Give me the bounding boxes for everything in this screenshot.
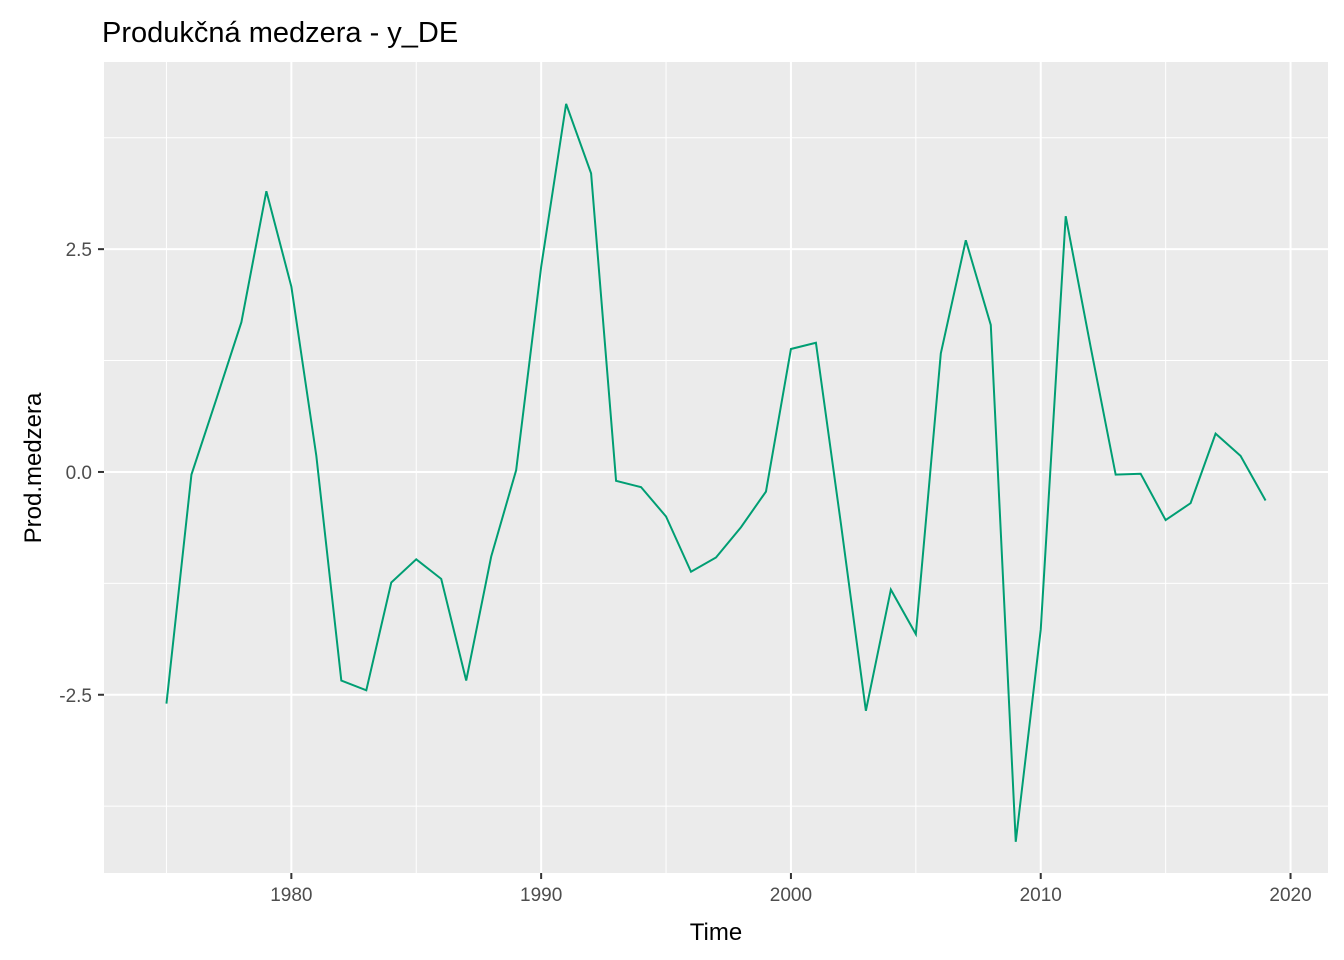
y-tick-label: -2.5 — [59, 686, 92, 707]
major-gridlines — [104, 62, 1328, 873]
chart-title: Produkčná medzera - y_DE — [102, 17, 458, 49]
y-tick-label: 2.5 — [66, 240, 92, 261]
series-line — [165, 103, 1267, 842]
x-tick-label: 2000 — [770, 885, 812, 906]
y-tick-label: 0.0 — [66, 463, 92, 484]
x-tick-label: 1990 — [520, 885, 562, 906]
x-axis: 1980 1990 2000 2010 2020 — [270, 873, 1312, 906]
plot-panel — [104, 62, 1328, 873]
minor-gridlines — [104, 62, 1328, 873]
x-axis-title: Time — [690, 919, 742, 946]
x-tick-label: 2020 — [1269, 885, 1311, 906]
x-tick-label: 2010 — [1020, 885, 1062, 906]
x-tick-label: 1980 — [270, 885, 312, 906]
y-axis-title: Prod.medzera — [20, 392, 47, 543]
y-axis: -2.5 0.0 2.5 — [59, 240, 104, 707]
